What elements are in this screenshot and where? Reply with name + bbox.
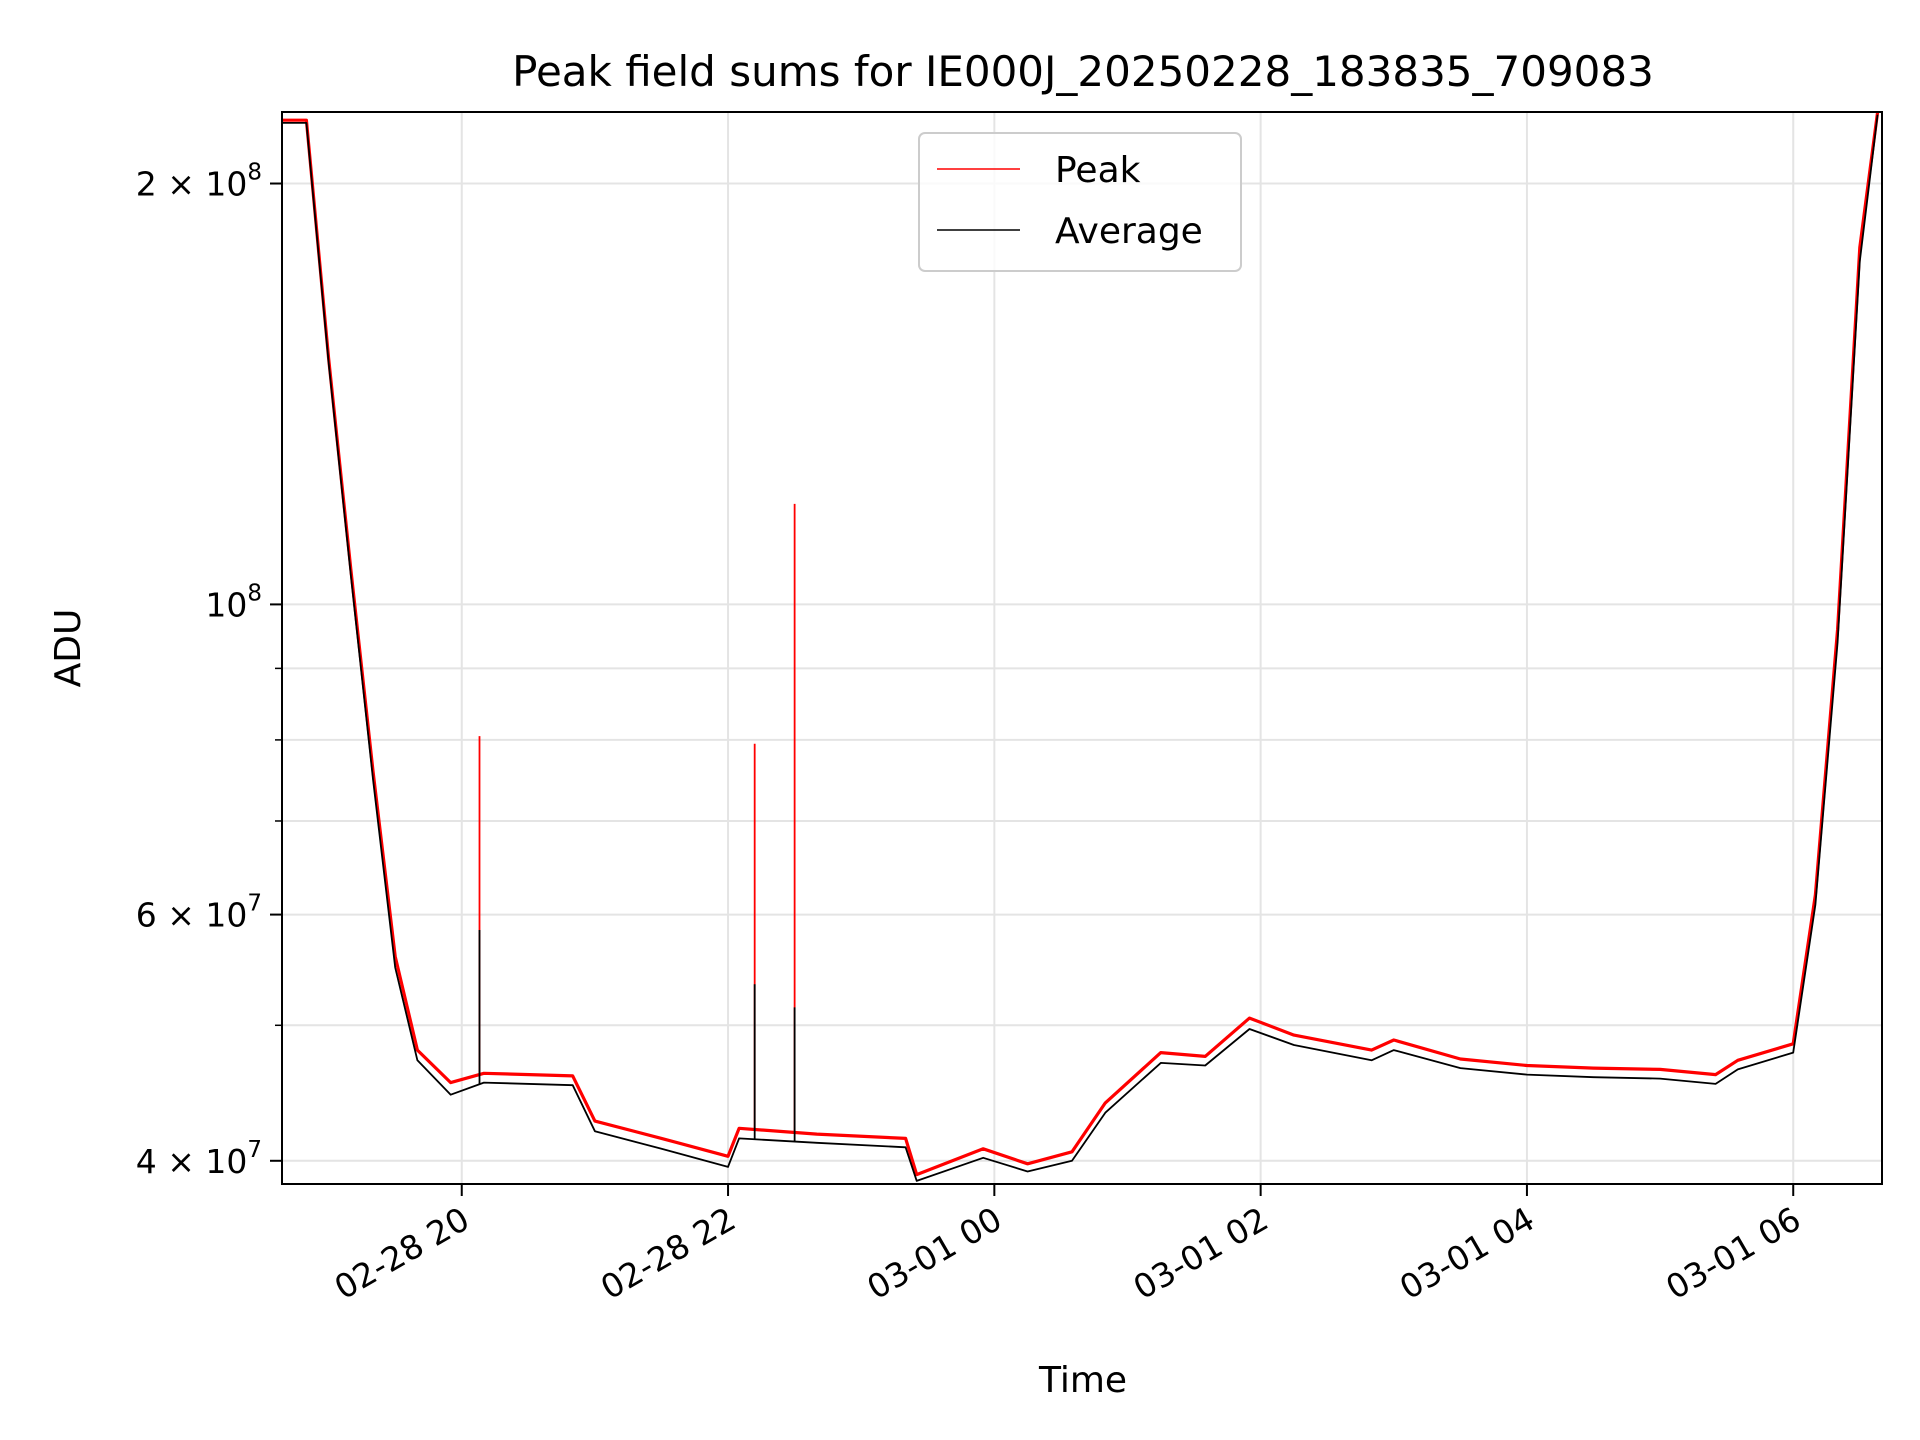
y-tick-label: 108 (205, 580, 262, 624)
series-line-average (282, 114, 1879, 1182)
chart-title: Peak field sums for IE000J_20250228_1838… (512, 47, 1654, 96)
legend-box (918, 132, 1242, 272)
y-tick-label: 4 × 107 (136, 1137, 262, 1181)
x-axis-label: Time (1038, 1360, 1127, 1401)
y-axis: 4 × 107 6 × 107 108 2 × 108 (136, 160, 282, 1181)
plot-frame (281, 111, 1883, 1185)
y-tick-label: 2 × 108 (136, 160, 262, 204)
legend-label-average: Average (1055, 211, 1203, 252)
series-line-peak (282, 112, 1880, 1177)
series-layer (282, 112, 1880, 1182)
y-tick-label: 6 × 107 (136, 891, 262, 935)
y-axis-label: ADU (48, 609, 89, 688)
legend-label-peak: Peak (1055, 150, 1141, 191)
legend: Peak Average (918, 132, 1242, 272)
